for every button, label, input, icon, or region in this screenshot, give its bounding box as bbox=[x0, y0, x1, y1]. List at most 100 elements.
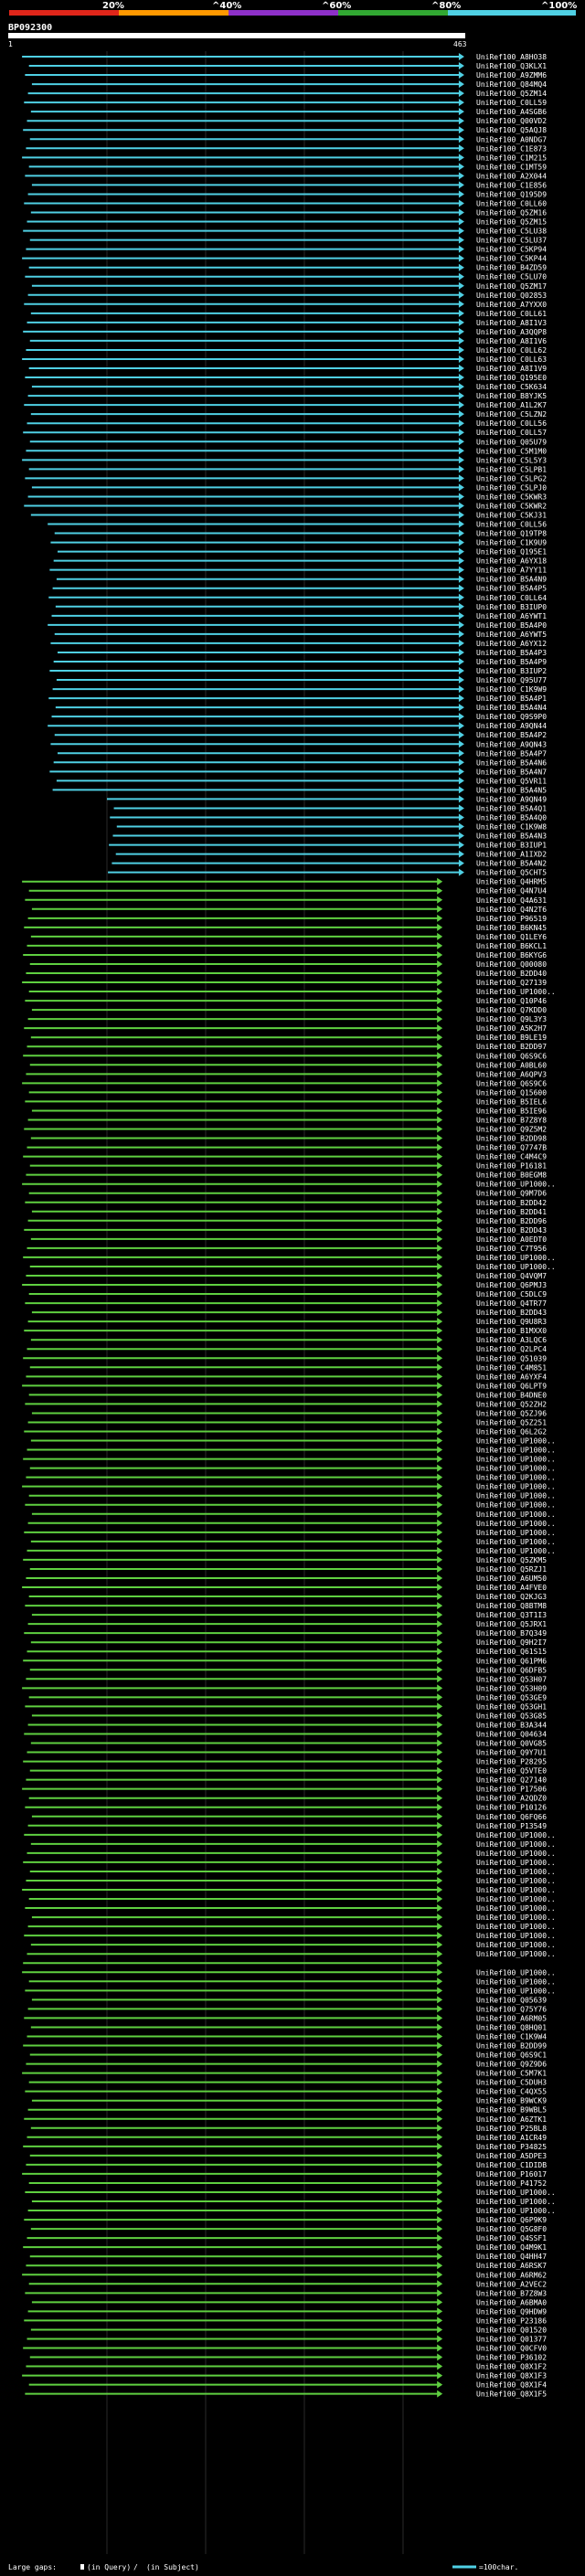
hit-label[interactable]: UniRef100_B5A4P5 bbox=[476, 585, 547, 593]
hit-label[interactable]: UniRef100_Q8X1F4 bbox=[476, 2381, 547, 2390]
hit-label[interactable]: UniRef100_UP1000.. bbox=[476, 1850, 556, 1858]
hit-label[interactable]: UniRef100_Q8X1F3 bbox=[476, 2372, 547, 2380]
hit-label[interactable]: UniRef100_C0LL59 bbox=[476, 99, 547, 107]
hit-label[interactable]: UniRef100_Q84MQ4 bbox=[476, 80, 547, 89]
hit-label[interactable]: UniRef100_A7YXX0 bbox=[476, 301, 547, 309]
hit-label[interactable]: UniRef100_Q9Z5M2 bbox=[476, 1126, 547, 1134]
hit-label[interactable]: UniRef100_B5A4P2 bbox=[476, 731, 547, 739]
hit-label[interactable]: UniRef100_C5DUH3 bbox=[476, 2079, 547, 2087]
hit-label[interactable]: UniRef100_UP1000.. bbox=[476, 1941, 556, 1949]
hit-label[interactable]: UniRef100_C5LPB1 bbox=[476, 465, 547, 473]
hit-label[interactable]: UniRef100_A1L2K7 bbox=[476, 401, 547, 409]
hit-label[interactable]: UniRef100_A8I1V6 bbox=[476, 337, 547, 345]
hit-label[interactable]: UniRef100_Q8X1F2 bbox=[476, 2363, 547, 2371]
hit-label[interactable]: UniRef100_B9WBL5 bbox=[476, 2106, 547, 2115]
hit-label[interactable]: UniRef100_A6YXF4 bbox=[476, 1373, 547, 1381]
hit-label[interactable]: UniRef100_Q53G85 bbox=[476, 1712, 547, 1720]
hit-label[interactable]: UniRef100_UP1000.. bbox=[476, 1913, 556, 1922]
hit-label[interactable]: UniRef100_Q4N2T6 bbox=[476, 906, 547, 914]
hit-label[interactable]: UniRef100_C4M851 bbox=[476, 1363, 547, 1372]
hit-label[interactable]: UniRef100_Q6FQ66 bbox=[476, 1813, 547, 1821]
hit-label[interactable]: UniRef100_UP1000.. bbox=[476, 1465, 556, 1473]
hit-label[interactable]: UniRef100_B3A344 bbox=[476, 1721, 547, 1729]
hit-label[interactable]: UniRef100_Q10P46 bbox=[476, 997, 547, 1005]
hit-label[interactable]: UniRef100_Q5JRX1 bbox=[476, 1620, 547, 1628]
hit-label[interactable]: UniRef100_P13549 bbox=[476, 1822, 547, 1830]
hit-label[interactable]: UniRef100_A3QQP8 bbox=[476, 328, 547, 336]
hit-label[interactable]: UniRef100_UP1000.. bbox=[476, 1868, 556, 1876]
hit-label[interactable]: UniRef100_Q9M7D6 bbox=[476, 1190, 547, 1198]
hit-label[interactable]: UniRef100_A6ZTK1 bbox=[476, 2115, 547, 2124]
hit-label[interactable]: UniRef100_Q195D9 bbox=[476, 190, 547, 198]
hit-label[interactable]: UniRef100_P17506 bbox=[476, 1786, 547, 1794]
hit-label[interactable]: UniRef100_UP1000.. bbox=[476, 1950, 556, 1958]
hit-label[interactable]: UniRef100_UP1000.. bbox=[476, 1447, 556, 1455]
hit-label[interactable]: UniRef100_UP1000.. bbox=[476, 1547, 556, 1555]
hit-label[interactable]: UniRef100_UP1000.. bbox=[476, 1831, 556, 1839]
hit-label[interactable]: UniRef100_A0BL60 bbox=[476, 1061, 547, 1069]
hit-label[interactable]: UniRef100_B5A4Q1 bbox=[476, 804, 547, 812]
hit-label[interactable]: UniRef100_UP1000.. bbox=[476, 2198, 556, 2206]
hit-label[interactable]: UniRef100_A6YWT1 bbox=[476, 612, 547, 620]
hit-label[interactable]: UniRef100_C1M215 bbox=[476, 154, 547, 162]
hit-label[interactable]: UniRef100_UP1000.. bbox=[476, 1968, 556, 1977]
hit-label[interactable]: UniRef100_B5A4P9 bbox=[476, 658, 547, 666]
hit-label[interactable]: UniRef100_C0LL56 bbox=[476, 419, 547, 428]
hit-label[interactable]: UniRef100_A2X044 bbox=[476, 172, 547, 180]
hit-label[interactable]: UniRef100_UP1000.. bbox=[476, 1501, 556, 1510]
hit-label[interactable]: UniRef100_C5M7K1 bbox=[476, 2070, 547, 2078]
hit-label[interactable]: UniRef100_B7Z8Y8 bbox=[476, 1116, 547, 1124]
hit-label[interactable]: UniRef100_A6BMA0 bbox=[476, 2298, 547, 2306]
hit-label[interactable]: UniRef100_A9QN44 bbox=[476, 722, 547, 730]
hit-label[interactable]: UniRef100_UP1000.. bbox=[476, 1520, 556, 1528]
hit-label[interactable]: UniRef100_B4DNE0 bbox=[476, 1391, 547, 1399]
hit-label[interactable]: UniRef100_Q5VR11 bbox=[476, 777, 547, 785]
hit-label[interactable]: UniRef100_Q75Y76 bbox=[476, 2005, 547, 2013]
hit-label[interactable]: UniRef100_C5LU70 bbox=[476, 273, 547, 281]
hit-label[interactable]: UniRef100_P96519 bbox=[476, 915, 547, 923]
hit-label[interactable]: UniRef100_Q195E0 bbox=[476, 374, 547, 382]
hit-label[interactable]: UniRef100_P41752 bbox=[476, 2179, 547, 2188]
hit-label[interactable]: UniRef100_B2DD43 bbox=[476, 1309, 547, 1317]
hit-label[interactable]: UniRef100_UP1000.. bbox=[476, 1932, 556, 1940]
hit-label[interactable]: UniRef100_B4ZD59 bbox=[476, 264, 547, 272]
hit-label[interactable]: UniRef100_UP1000.. bbox=[476, 1474, 556, 1482]
hit-label[interactable]: UniRef100_B6KCL1 bbox=[476, 942, 547, 950]
hit-label[interactable]: UniRef100_B5A4N5 bbox=[476, 786, 547, 794]
hit-label[interactable]: UniRef100_C5KP44 bbox=[476, 255, 547, 263]
hit-label[interactable]: UniRef100_C0LL64 bbox=[476, 594, 547, 602]
hit-label[interactable]: UniRef100_Q195E1 bbox=[476, 548, 547, 557]
hit-label[interactable]: UniRef100_A0NDG7 bbox=[476, 135, 547, 143]
hit-label[interactable]: UniRef100_Q04634 bbox=[476, 1730, 547, 1738]
hit-label[interactable]: UniRef100_B5A4P1 bbox=[476, 694, 547, 703]
hit-label[interactable]: UniRef100_B6KYG6 bbox=[476, 951, 547, 959]
hit-label[interactable]: UniRef100_C1K9W8 bbox=[476, 823, 547, 832]
hit-label[interactable]: UniRef100_Q9L3Y3 bbox=[476, 1015, 547, 1023]
hit-label[interactable]: UniRef100_A4SGB6 bbox=[476, 108, 547, 116]
hit-label[interactable]: UniRef100_B2DD98 bbox=[476, 1135, 547, 1143]
hit-label[interactable]: UniRef100_UP1000.. bbox=[476, 1886, 556, 1894]
hit-label[interactable]: UniRef100_Q27139 bbox=[476, 979, 547, 987]
hit-label[interactable]: UniRef100_B5A4N4 bbox=[476, 704, 547, 712]
hit-label[interactable]: UniRef100_B2DD97 bbox=[476, 1043, 547, 1051]
hit-label[interactable]: UniRef100_Q4HRM5 bbox=[476, 878, 547, 886]
hit-label[interactable]: UniRef100_P23186 bbox=[476, 2316, 547, 2325]
hit-label[interactable]: UniRef100_C5LZN2 bbox=[476, 410, 547, 419]
hit-label[interactable]: UniRef100_B2DD43 bbox=[476, 1226, 547, 1235]
hit-label[interactable]: UniRef100_Q9S9P0 bbox=[476, 713, 547, 721]
hit-label[interactable]: UniRef100_Q01520 bbox=[476, 2326, 547, 2334]
hit-label[interactable]: UniRef100_Q5ZM14 bbox=[476, 90, 547, 98]
hit-label[interactable]: UniRef100_B5A4P0 bbox=[476, 621, 547, 630]
hit-label[interactable]: UniRef100_C5KWR2 bbox=[476, 502, 547, 510]
hit-label[interactable]: UniRef100_A6QPV3 bbox=[476, 1070, 547, 1078]
hit-label[interactable]: UniRef100_B5A4Q0 bbox=[476, 813, 547, 822]
hit-label[interactable]: UniRef100_P34825 bbox=[476, 2143, 547, 2151]
hit-label[interactable]: UniRef100_Q5ZJ96 bbox=[476, 1409, 547, 1417]
hit-label[interactable]: UniRef100_C4QX55 bbox=[476, 2088, 547, 2096]
hit-label[interactable]: UniRef100_Q95U77 bbox=[476, 676, 547, 684]
hit-label[interactable]: UniRef100_UP1000.. bbox=[476, 1492, 556, 1500]
hit-label[interactable]: UniRef100_A6YWT5 bbox=[476, 631, 547, 639]
hit-label[interactable]: UniRef100_Q9HDW9 bbox=[476, 2307, 547, 2316]
hit-label[interactable]: UniRef100_B2DD99 bbox=[476, 2042, 547, 2051]
hit-label[interactable]: UniRef100_B9LE19 bbox=[476, 1034, 547, 1042]
